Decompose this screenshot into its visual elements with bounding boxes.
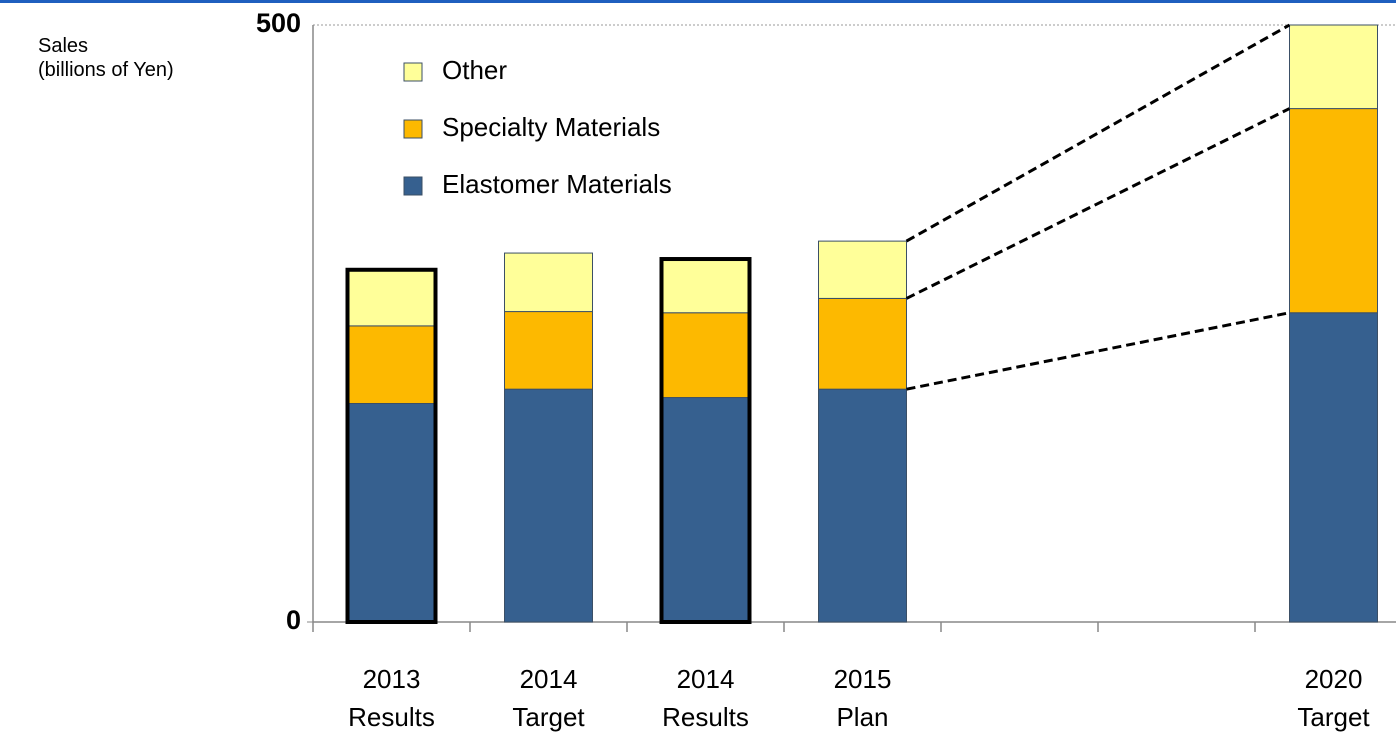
bar-segment xyxy=(818,297,907,390)
y-tick-label: 0 xyxy=(286,605,301,635)
legend-label: Other xyxy=(442,55,507,85)
connector xyxy=(906,311,1290,391)
legend-swatch xyxy=(403,119,423,139)
highlight-outline xyxy=(659,257,752,624)
x-tick-label: 2013 Results xyxy=(348,664,435,732)
x-tick-label: 2014 Results xyxy=(662,664,749,732)
legend-label: Elastomer Materials xyxy=(442,169,672,199)
legend-label: Specialty Materials xyxy=(442,112,660,142)
legend-swatch xyxy=(403,176,423,196)
bar-segment xyxy=(818,240,907,299)
bar-segment xyxy=(347,325,436,404)
bar-segment xyxy=(661,397,750,623)
bar-segment xyxy=(1289,108,1378,314)
bar-segment xyxy=(1289,24,1378,110)
legend-swatch xyxy=(403,62,423,82)
y-axis-label: Sales (billions of Yen) xyxy=(38,35,174,81)
bar-segment xyxy=(347,402,436,623)
bar-segment xyxy=(504,311,593,390)
x-tick-label: 2014 Target xyxy=(512,664,585,732)
bar-segment xyxy=(661,312,750,399)
bar-segment xyxy=(1289,312,1378,623)
bar-segment xyxy=(504,252,593,313)
x-tick-label: 2020 Target xyxy=(1297,664,1370,732)
y-tick-label: 500 xyxy=(256,8,301,38)
connector xyxy=(905,107,1291,300)
bar-segment xyxy=(661,258,750,314)
highlight-outline xyxy=(345,267,438,624)
connector xyxy=(905,23,1291,243)
x-tick-label: 2015 Plan xyxy=(833,664,892,732)
bar-segment xyxy=(818,388,907,623)
top-stripe xyxy=(0,0,1396,3)
bar-segment xyxy=(504,388,593,623)
bar-segment xyxy=(347,269,436,327)
